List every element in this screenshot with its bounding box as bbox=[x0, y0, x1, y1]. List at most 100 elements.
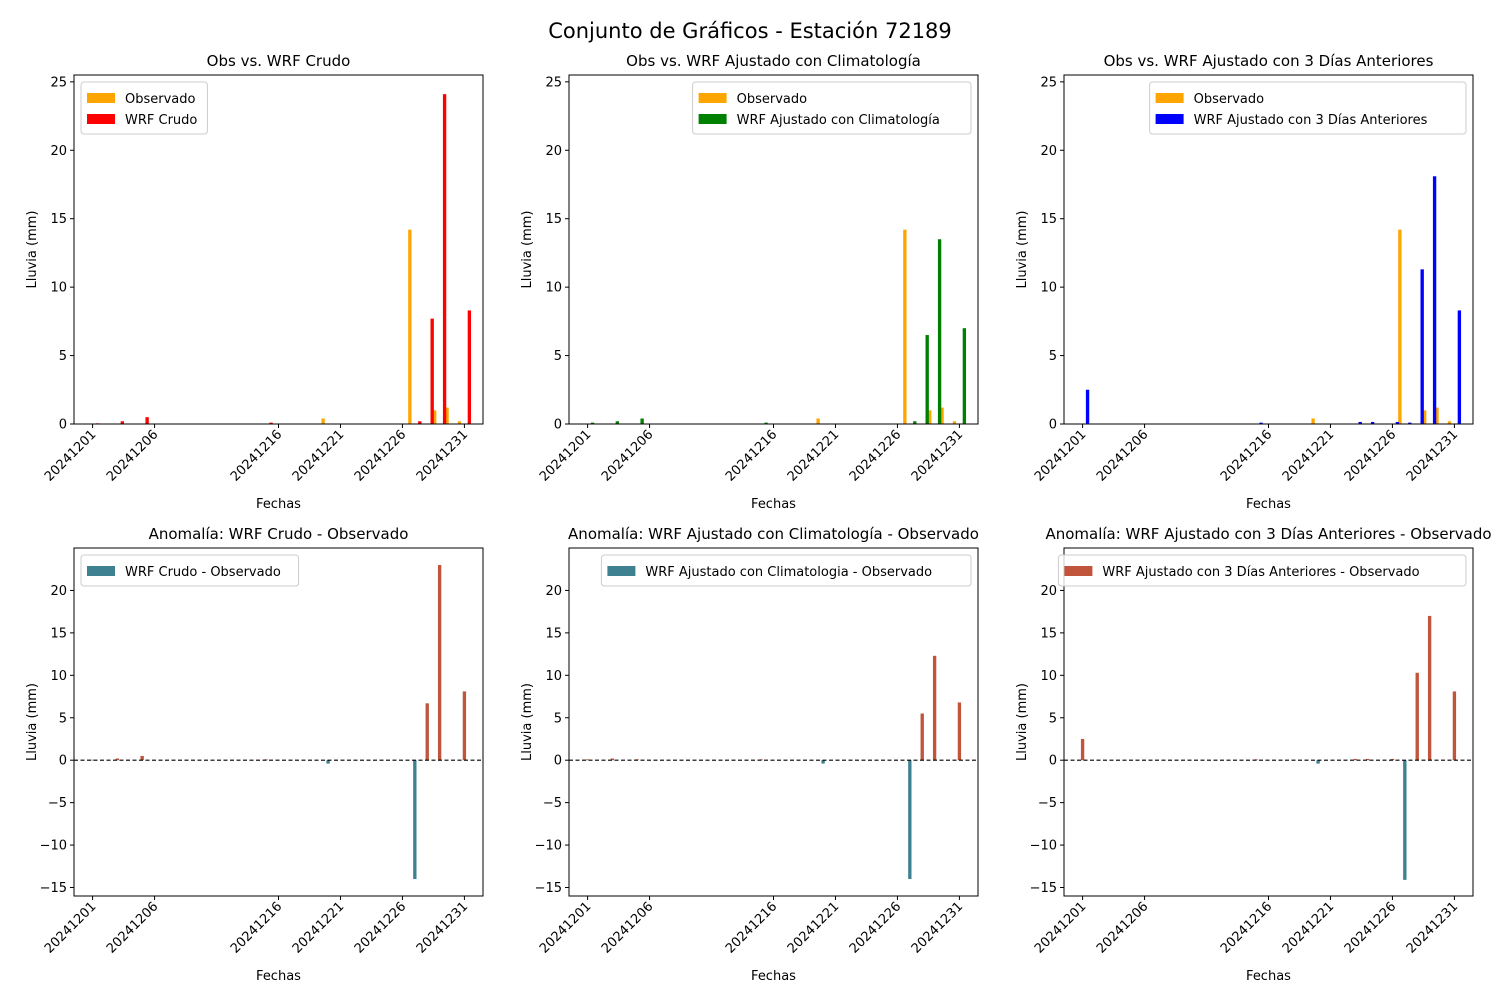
anomaly-bar bbox=[957, 702, 962, 761]
bar-observado bbox=[903, 229, 907, 424]
x-tick-label: 20241226 bbox=[1342, 427, 1399, 484]
y-tick-label: 15 bbox=[545, 626, 562, 641]
legend-swatch bbox=[607, 566, 636, 576]
bar-wrf bbox=[913, 421, 917, 424]
y-tick-label: −15 bbox=[1030, 881, 1057, 896]
bar-observado bbox=[927, 410, 932, 424]
y-tick-label: 15 bbox=[1040, 212, 1057, 227]
y-tick-label: 15 bbox=[50, 212, 67, 227]
x-tick-label: 20241226 bbox=[847, 899, 904, 956]
y-tick-label: 10 bbox=[545, 281, 562, 296]
x-tick-label: 20241206 bbox=[104, 427, 161, 484]
x-tick-label: 20241201 bbox=[42, 899, 99, 956]
anomaly-bar bbox=[585, 759, 590, 761]
y-tick-label: 0 bbox=[554, 754, 562, 769]
x-tick-label: 20241201 bbox=[537, 427, 594, 484]
x-tick-label: 20241201 bbox=[537, 899, 594, 956]
subplot-title: Anomalía: WRF Crudo - Observado bbox=[149, 525, 409, 543]
bar-wrf bbox=[145, 417, 149, 424]
y-tick-label: 5 bbox=[1049, 349, 1057, 364]
bar-wrf bbox=[430, 318, 434, 424]
y-tick-label: −5 bbox=[1038, 796, 1057, 811]
subplot-title: Anomalía: WRF Ajustado con Climatología … bbox=[568, 525, 979, 543]
y-tick-label: 20 bbox=[545, 144, 562, 159]
anomaly-bar bbox=[1415, 672, 1419, 761]
y-tick-label: −5 bbox=[543, 796, 562, 811]
bar-wrf bbox=[1457, 310, 1462, 424]
subplot-4: −15 −10 −5 0 5 10 15 20 20241201 20241206 20241216… bbox=[25, 525, 484, 984]
bar-group bbox=[90, 564, 467, 880]
anomaly-bar bbox=[1452, 691, 1457, 761]
y-tick-label: −10 bbox=[535, 839, 562, 854]
bar-wrf bbox=[1370, 421, 1375, 424]
x-tick-label: 20241201 bbox=[42, 427, 99, 484]
y-tick-label: 15 bbox=[1040, 626, 1057, 641]
x-tick-label: 20241231 bbox=[909, 899, 966, 956]
legend-label: Observado bbox=[125, 92, 196, 107]
x-tick-label: 20241226 bbox=[352, 899, 409, 956]
x-axis-label: Fechas bbox=[1246, 969, 1291, 984]
y-tick-label: 25 bbox=[50, 75, 67, 90]
legend: WRF Ajustado con Climatologia - Observad… bbox=[600, 554, 972, 587]
x-tick-label: 20241201 bbox=[1032, 899, 1089, 956]
bar-group bbox=[1085, 176, 1462, 424]
legend-box bbox=[1149, 81, 1467, 135]
legend-swatch bbox=[698, 114, 727, 124]
x-tick-label: 20241221 bbox=[290, 899, 347, 956]
legend-label: WRF Ajustado con 3 Días Anteriores bbox=[1194, 113, 1428, 128]
x-tick-label: 20241231 bbox=[414, 427, 471, 484]
axes-frame bbox=[73, 547, 484, 897]
legend: Observado WRF Ajustado con Climatología bbox=[692, 81, 972, 135]
x-tick-label: 20241216 bbox=[1218, 899, 1275, 956]
legend-swatch bbox=[87, 93, 115, 103]
subplot-5: −15 −10 −5 0 5 10 15 20 20241201 20241206 20241216… bbox=[520, 525, 979, 984]
x-tick-label: 20241221 bbox=[785, 427, 842, 484]
y-tick-label: 5 bbox=[1049, 711, 1057, 726]
bar-wrf bbox=[962, 328, 967, 424]
y-tick-label: 5 bbox=[554, 349, 562, 364]
y-tick-label: 0 bbox=[1049, 418, 1057, 433]
x-tick-label: 20241206 bbox=[104, 899, 161, 956]
y-tick-label: 15 bbox=[545, 212, 562, 227]
y-axis-label: Lluvia (mm) bbox=[520, 683, 535, 761]
anomaly-bar bbox=[1403, 760, 1407, 880]
bar-observado bbox=[940, 407, 944, 424]
anomaly-bar bbox=[821, 760, 825, 764]
anomaly-bar bbox=[1080, 738, 1085, 761]
subplot-title: Obs vs. WRF Crudo bbox=[207, 52, 351, 70]
figure-suptitle: Conjunto de Gráficos - Estación 72189 bbox=[548, 19, 952, 43]
bar-observado bbox=[408, 229, 412, 424]
bar-observado bbox=[1447, 421, 1452, 424]
y-tick-label: 20 bbox=[50, 584, 67, 599]
x-tick-label: 20241231 bbox=[414, 899, 471, 956]
bar-wrf bbox=[615, 421, 620, 424]
bar-group bbox=[585, 655, 962, 880]
x-axis-label: Fechas bbox=[751, 969, 796, 984]
bar-wrf bbox=[442, 94, 447, 424]
legend-box bbox=[80, 554, 300, 587]
bar-wrf bbox=[640, 418, 644, 424]
axes-frame bbox=[1063, 547, 1474, 897]
bar-observado bbox=[432, 410, 437, 424]
anomaly-bar bbox=[413, 760, 417, 880]
bar-wrf bbox=[1420, 269, 1424, 424]
y-tick-label: 20 bbox=[50, 144, 67, 159]
anomaly-bar bbox=[1427, 615, 1432, 761]
x-tick-label: 20241226 bbox=[352, 427, 409, 484]
y-tick-label: 10 bbox=[1040, 669, 1057, 684]
x-axis-label: Fechas bbox=[256, 969, 301, 984]
anomaly-bar bbox=[932, 655, 937, 761]
y-tick-label: 0 bbox=[554, 418, 562, 433]
y-tick-label: 0 bbox=[59, 418, 67, 433]
x-tick-label: 20241206 bbox=[1094, 427, 1151, 484]
bar-wrf bbox=[120, 421, 125, 424]
subplot-title: Obs vs. WRF Ajustado con Climatología bbox=[626, 52, 921, 70]
bar-wrf bbox=[467, 310, 472, 424]
bar-group bbox=[1080, 615, 1457, 880]
x-tick-label: 20241216 bbox=[228, 427, 285, 484]
anomaly-bar bbox=[1390, 758, 1395, 761]
axes-frame bbox=[568, 547, 979, 897]
bar-observado bbox=[1398, 229, 1402, 424]
y-axis-label: Lluvia (mm) bbox=[25, 211, 40, 289]
